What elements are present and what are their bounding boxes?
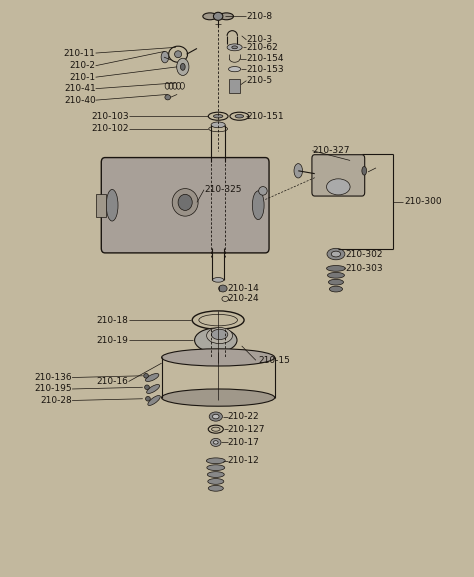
Ellipse shape (165, 95, 171, 100)
Ellipse shape (327, 265, 346, 271)
Ellipse shape (211, 122, 225, 128)
Text: 210-11: 210-11 (64, 48, 96, 58)
Ellipse shape (172, 189, 198, 216)
Text: 210-16: 210-16 (97, 377, 128, 386)
Text: 210-15: 210-15 (258, 356, 290, 365)
Text: 210-28: 210-28 (40, 396, 72, 405)
Ellipse shape (207, 465, 225, 470)
Ellipse shape (146, 396, 150, 401)
Ellipse shape (212, 278, 224, 282)
Text: 210-41: 210-41 (64, 84, 96, 93)
Ellipse shape (212, 414, 219, 419)
Ellipse shape (177, 58, 189, 76)
Ellipse shape (148, 395, 160, 406)
Ellipse shape (213, 114, 223, 118)
Ellipse shape (211, 329, 228, 340)
Text: 210-153: 210-153 (246, 65, 284, 74)
Text: 210-62: 210-62 (246, 43, 278, 52)
Ellipse shape (207, 328, 233, 344)
Text: 210-12: 210-12 (228, 456, 259, 465)
Text: 210-5: 210-5 (246, 76, 273, 85)
Text: 210-22: 210-22 (228, 412, 259, 421)
Ellipse shape (331, 251, 341, 257)
Bar (229, 79, 240, 93)
Ellipse shape (162, 389, 275, 406)
Ellipse shape (207, 471, 224, 477)
Ellipse shape (232, 46, 237, 49)
Ellipse shape (106, 189, 118, 221)
Ellipse shape (328, 272, 345, 278)
Ellipse shape (362, 167, 366, 175)
Text: 210-303: 210-303 (346, 264, 383, 273)
Ellipse shape (252, 191, 264, 220)
Ellipse shape (206, 458, 225, 464)
FancyBboxPatch shape (312, 155, 365, 196)
Ellipse shape (213, 12, 223, 20)
Text: 210-19: 210-19 (97, 336, 128, 344)
Text: 210-102: 210-102 (91, 125, 128, 133)
Ellipse shape (145, 385, 149, 389)
Ellipse shape (213, 441, 218, 444)
Ellipse shape (181, 63, 185, 70)
Ellipse shape (146, 384, 160, 394)
Ellipse shape (144, 373, 148, 378)
Ellipse shape (210, 439, 221, 447)
Text: 210-300: 210-300 (404, 197, 442, 206)
Text: 210-3: 210-3 (246, 35, 273, 44)
Text: 210-103: 210-103 (91, 112, 128, 121)
Text: 210-18: 210-18 (97, 316, 128, 325)
Text: 210-195: 210-195 (35, 384, 72, 394)
Ellipse shape (219, 13, 234, 20)
Text: 210-151: 210-151 (246, 112, 284, 121)
Text: 210-127: 210-127 (228, 425, 265, 434)
Ellipse shape (146, 373, 159, 381)
Text: 210-154: 210-154 (246, 54, 284, 63)
FancyBboxPatch shape (101, 158, 269, 253)
Ellipse shape (208, 485, 223, 491)
Ellipse shape (328, 279, 344, 285)
Text: 210-1: 210-1 (70, 73, 96, 82)
Ellipse shape (219, 285, 227, 292)
Text: 210-17: 210-17 (228, 438, 259, 447)
Ellipse shape (228, 66, 241, 72)
Ellipse shape (327, 179, 350, 195)
Ellipse shape (211, 427, 220, 431)
Ellipse shape (294, 164, 302, 178)
Ellipse shape (327, 248, 345, 260)
Text: 210-40: 210-40 (64, 96, 96, 104)
Text: 210-24: 210-24 (228, 294, 259, 304)
Ellipse shape (161, 51, 169, 63)
Ellipse shape (199, 314, 237, 326)
Text: 210-325: 210-325 (204, 185, 242, 194)
Ellipse shape (209, 412, 222, 421)
Text: 210-302: 210-302 (346, 249, 383, 258)
Ellipse shape (174, 51, 182, 58)
Ellipse shape (235, 114, 244, 118)
Ellipse shape (259, 186, 267, 195)
Ellipse shape (329, 286, 343, 292)
Bar (96, 194, 106, 217)
Ellipse shape (195, 328, 237, 352)
Text: 210-327: 210-327 (312, 146, 350, 155)
Text: 210-136: 210-136 (35, 373, 72, 382)
Ellipse shape (227, 44, 242, 51)
Ellipse shape (203, 13, 217, 20)
Ellipse shape (162, 349, 275, 366)
Text: 210-8: 210-8 (246, 12, 273, 21)
Ellipse shape (178, 194, 192, 211)
Text: 210-2: 210-2 (70, 61, 96, 70)
Ellipse shape (208, 478, 224, 484)
Text: 210-14: 210-14 (228, 284, 259, 293)
